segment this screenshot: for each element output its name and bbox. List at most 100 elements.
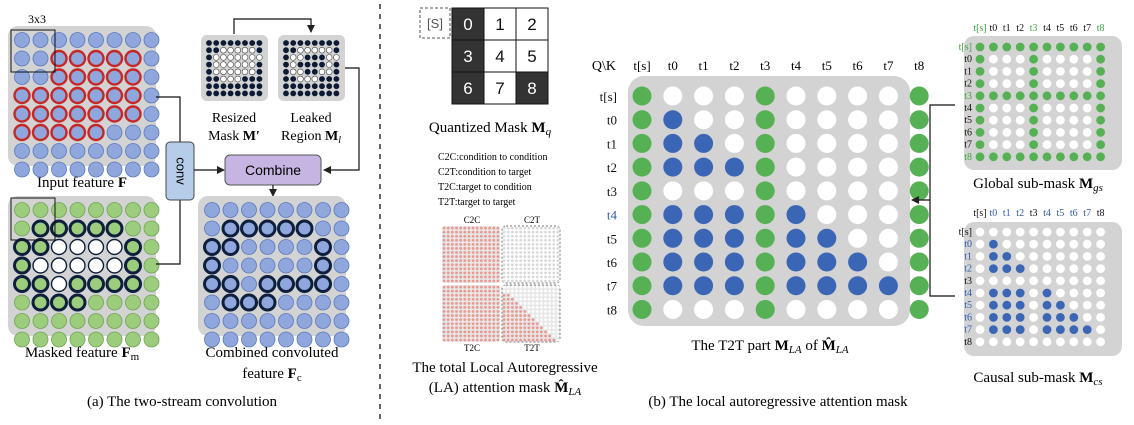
la-dot	[450, 247, 454, 250]
matrix-dot-causal	[663, 228, 683, 248]
matrix-dot-causal	[878, 276, 898, 296]
resized-mask-off-dot	[206, 76, 212, 82]
la-dot	[510, 238, 514, 242]
global-dot	[1042, 140, 1052, 150]
leaked-region-off-dot	[333, 68, 340, 75]
la-dot	[479, 259, 483, 263]
masked-dot-visible	[125, 202, 141, 218]
causal-dot	[989, 264, 998, 273]
panel-quantized-and-total: [S] 0 1 23 4 56 7 8 Quantized Mask Mq C2C:cond…	[412, 7, 598, 398]
causal-dot	[1042, 288, 1052, 298]
la-dot	[544, 230, 547, 234]
la-dot	[484, 293, 487, 297]
la-dot	[484, 259, 487, 263]
causal-dot	[1082, 227, 1092, 237]
la-dot	[519, 330, 523, 334]
la-dot	[527, 285, 531, 289]
la-dot	[467, 259, 471, 263]
global-col-header: t[s]	[973, 23, 986, 34]
leaked-region-on-dot	[326, 46, 333, 54]
la-dot	[539, 334, 543, 338]
la-dot	[496, 330, 500, 334]
la-dot	[506, 310, 510, 313]
matrix-dot-global	[909, 86, 929, 106]
la-dot	[519, 255, 523, 258]
resized-mask-off-dot	[256, 68, 263, 75]
la-dot	[515, 271, 518, 275]
global-dot	[975, 54, 985, 64]
combined-dot	[222, 202, 239, 218]
masked-dot-visible	[125, 331, 141, 348]
matrix-dot-global	[909, 157, 929, 177]
la-dot	[556, 279, 560, 283]
la-dot	[459, 251, 463, 254]
matrix-dot-empty	[817, 157, 837, 177]
resized-mask-off-dot	[256, 47, 263, 54]
combined-dot-boundary	[221, 275, 240, 293]
causal-dot	[1015, 264, 1025, 273]
leaked-region-off-dot	[304, 90, 311, 97]
input-feature-grid	[13, 32, 160, 178]
la-dot	[535, 279, 539, 283]
matrix-dot-global	[909, 181, 929, 201]
combined-dot	[296, 202, 313, 218]
la-dot	[496, 275, 500, 279]
matrix-dot-empty	[878, 299, 898, 319]
leaked-region-off-dot	[333, 47, 340, 54]
la-dot	[519, 326, 523, 330]
la-dot	[535, 263, 539, 267]
global-dot	[1042, 79, 1052, 88]
la-dot	[544, 263, 547, 267]
la-dot	[450, 310, 454, 313]
la-dot	[455, 334, 458, 338]
quantized-cell	[483, 39, 517, 73]
la-dot	[535, 267, 539, 271]
la-dot	[510, 318, 514, 322]
causal-dot	[1082, 288, 1092, 298]
causal-row-header: t8	[964, 337, 972, 348]
la-dot	[488, 279, 492, 283]
la-dot	[446, 251, 450, 254]
matrix-dot-empty	[817, 110, 837, 130]
la-dot	[527, 330, 531, 334]
input-dot	[143, 161, 160, 178]
total-mask-caption-2: (LA) attention mask M̂LA	[429, 379, 582, 398]
la-dot	[519, 259, 523, 263]
la-dot	[479, 310, 483, 313]
matrix-dot-causal	[724, 205, 744, 225]
la-dot	[463, 326, 467, 330]
leaked-region-off-dot	[333, 61, 340, 68]
global-dot	[1096, 115, 1105, 125]
input-dot	[51, 161, 67, 178]
la-dot	[455, 255, 458, 258]
la-dot	[488, 314, 492, 317]
causal-dot	[1042, 239, 1052, 249]
combined-dot	[333, 202, 350, 218]
masked-dot-visible	[143, 202, 160, 218]
masked-dot-boundary	[105, 275, 124, 293]
la-dot	[446, 267, 450, 271]
la-dot	[463, 318, 467, 322]
quad-c2c-label: C2C	[464, 215, 481, 225]
resized-mask-on-dot	[220, 61, 227, 68]
global-dot	[1096, 91, 1105, 101]
combined-dot	[296, 257, 313, 274]
total-la-mask	[442, 225, 561, 343]
la-dot	[446, 338, 450, 342]
matrix-dot-causal	[694, 205, 714, 225]
combined-dot-boundary	[314, 275, 332, 293]
la-dot	[471, 330, 475, 334]
la-dot	[496, 322, 500, 326]
leaked-region-on-dot	[297, 46, 304, 54]
la-dot	[496, 251, 500, 254]
combined-dot	[333, 313, 350, 329]
la-dot	[492, 275, 496, 279]
input-dot	[143, 106, 160, 122]
la-dot	[492, 326, 496, 330]
la-dot	[527, 271, 531, 275]
masked-dot-visible	[14, 202, 30, 218]
la-dot	[455, 271, 458, 275]
la-dot	[459, 259, 463, 263]
la-dot	[484, 318, 487, 322]
matrix-dot-causal	[786, 228, 806, 248]
